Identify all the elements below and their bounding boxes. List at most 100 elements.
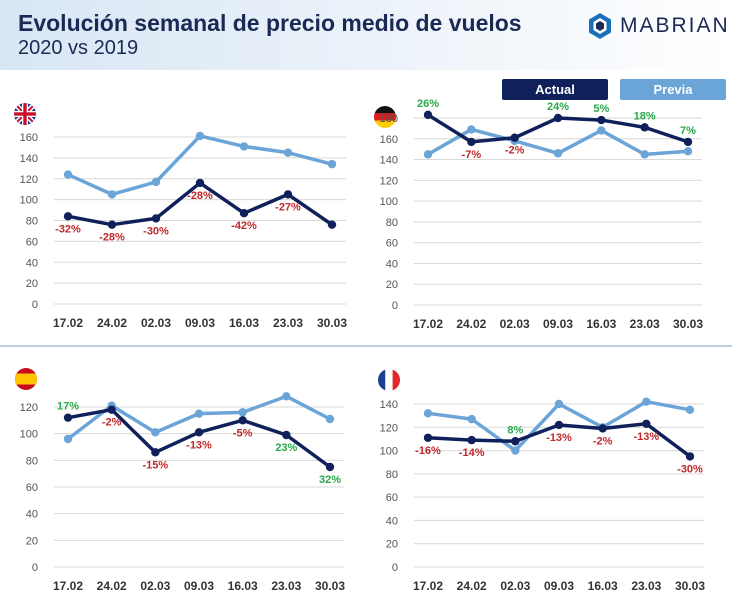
y-tick-label: 60 — [26, 482, 38, 494]
pct-change-label: -30% — [677, 463, 703, 475]
y-tick-label: 80 — [386, 217, 398, 229]
y-tick-label: 40 — [26, 257, 38, 269]
pct-change-label: -32% — [55, 223, 81, 235]
data-point-previa — [239, 142, 249, 151]
data-point-actual — [598, 424, 607, 433]
data-point-actual — [683, 137, 693, 147]
data-point-previa — [151, 428, 160, 437]
pct-change-label: 8% — [507, 424, 523, 436]
pct-change-label: -16% — [415, 445, 441, 457]
spain-flag-icon — [15, 368, 37, 390]
y-tick-label: 20 — [386, 279, 398, 291]
pct-change-label: -2% — [505, 145, 525, 157]
y-tick-label: 160 — [380, 134, 398, 146]
y-tick-label: 100 — [380, 446, 398, 458]
data-point-previa — [63, 170, 73, 179]
x-tick-label: 09.03 — [544, 579, 574, 593]
y-tick-label: 120 — [20, 174, 38, 186]
pct-change-label: -13% — [633, 431, 659, 443]
pct-change-label: -42% — [231, 220, 257, 232]
y-tick-label: 0 — [32, 299, 38, 311]
mabrian-logo-icon — [589, 13, 611, 39]
y-tick-label: 40 — [386, 515, 398, 527]
x-tick-label: 09.03 — [184, 579, 214, 593]
y-tick-label: 0 — [392, 562, 398, 574]
data-point-actual — [151, 214, 161, 223]
data-point-actual — [327, 220, 337, 229]
data-point-actual — [194, 428, 204, 437]
x-tick-label: 23.03 — [630, 317, 660, 331]
data-point-previa — [107, 190, 117, 199]
y-tick-label: 100 — [20, 429, 38, 441]
y-tick-label: 0 — [32, 562, 38, 574]
x-tick-label: 17.02 — [53, 316, 83, 330]
data-point-actual — [467, 137, 476, 147]
data-point-actual — [239, 208, 249, 218]
x-tick-label: 24.02 — [457, 579, 487, 593]
pct-change-label: 17% — [57, 401, 79, 413]
data-point-previa — [553, 149, 563, 158]
y-tick-label: 60 — [26, 236, 38, 248]
x-tick-label: 30.03 — [317, 316, 347, 330]
data-point-actual — [151, 448, 160, 457]
pct-change-label: -13% — [186, 439, 212, 451]
data-point-previa — [597, 126, 606, 135]
y-tick-label: 160 — [20, 132, 38, 144]
data-point-previa — [327, 159, 337, 169]
x-tick-label: 30.03 — [675, 579, 705, 593]
pct-change-label: -13% — [546, 432, 572, 444]
pct-change-label: -30% — [143, 225, 169, 237]
y-tick-label: 20 — [26, 535, 38, 547]
y-tick-label: 20 — [386, 539, 398, 551]
pct-change-label: -14% — [459, 447, 485, 459]
data-point-actual — [107, 405, 116, 414]
data-point-previa — [467, 125, 476, 134]
data-point-previa — [195, 131, 205, 141]
y-tick-label: 140 — [20, 153, 38, 165]
y-tick-label: 40 — [26, 509, 38, 521]
data-point-previa — [423, 409, 433, 418]
x-tick-label: 23.03 — [273, 316, 303, 330]
pct-change-label: -28% — [99, 232, 125, 244]
data-point-actual — [423, 110, 433, 120]
pct-change-label: -15% — [142, 459, 168, 471]
y-tick-label: 140 — [380, 155, 398, 167]
x-tick-label: 09.03 — [543, 317, 573, 331]
pct-change-label: -28% — [187, 190, 213, 202]
y-tick-label: 120 — [20, 402, 38, 414]
france-flag-icon — [378, 369, 400, 391]
x-tick-label: 24.02 — [456, 317, 486, 331]
data-point-previa — [423, 150, 433, 159]
y-tick-label: 40 — [386, 258, 398, 270]
brand-logo: MABRIAN — [586, 12, 728, 40]
data-point-previa — [151, 177, 161, 187]
legend-previa: Previa — [620, 79, 726, 100]
pct-change-label: -2% — [593, 435, 613, 447]
data-point-actual — [63, 212, 73, 221]
x-tick-label: 17.02 — [413, 317, 443, 331]
pct-change-label: 24% — [547, 101, 569, 113]
y-tick-label: 120 — [380, 175, 398, 187]
data-point-previa — [325, 414, 335, 424]
data-point-previa — [282, 392, 291, 401]
data-point-actual — [511, 437, 520, 446]
x-tick-label: 30.03 — [673, 317, 703, 331]
data-point-actual — [238, 416, 247, 425]
pct-change-label: -27% — [275, 201, 301, 213]
data-point-actual — [642, 419, 651, 428]
data-point-actual — [63, 413, 73, 422]
pct-change-label: -7% — [462, 149, 482, 161]
pct-change-label: 26% — [417, 98, 439, 110]
data-point-actual — [510, 133, 519, 142]
x-tick-label: 24.02 — [97, 579, 127, 593]
x-tick-label: 02.03 — [141, 316, 171, 330]
x-tick-label: 23.03 — [271, 579, 301, 593]
x-tick-label: 16.03 — [229, 316, 259, 330]
germany-flag-icon — [374, 106, 396, 128]
y-tick-label: 80 — [386, 469, 398, 481]
data-point-actual — [597, 115, 606, 125]
y-tick-label: 100 — [380, 196, 398, 208]
x-tick-label: 16.03 — [586, 317, 616, 331]
y-tick-label: 60 — [386, 492, 398, 504]
x-tick-label: 09.03 — [185, 316, 215, 330]
